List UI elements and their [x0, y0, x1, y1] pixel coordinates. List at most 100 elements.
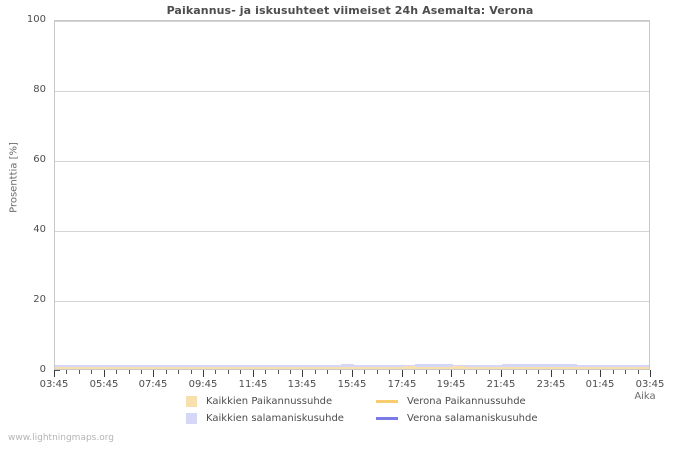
legend-item[interactable]: Verona Paikannussuhde: [376, 394, 526, 408]
x-minor-tick: [278, 370, 279, 374]
line-segment: [639, 369, 650, 370]
area-segment: [278, 364, 292, 369]
legend-item[interactable]: Kaikkien Paikannussuhde: [186, 394, 332, 408]
area-segment: [638, 364, 649, 369]
y-tick-label: 60: [33, 154, 46, 165]
area-segment: [315, 366, 329, 369]
area-segment: [253, 366, 267, 369]
y-tick-label: 40: [33, 224, 46, 235]
area-segment: [551, 364, 565, 369]
x-minor-tick: [116, 370, 117, 374]
area-segment: [166, 364, 180, 369]
x-tick-label: 03:45: [39, 379, 69, 390]
area-segment: [104, 364, 118, 369]
x-minor-tick: [613, 370, 614, 374]
y-major-tick: [54, 370, 60, 371]
area-segment: [539, 366, 553, 369]
legend-swatch-icon: [186, 395, 197, 407]
x-major-tick: [402, 370, 403, 377]
area-segment: [626, 364, 640, 369]
area-segment: [79, 366, 93, 369]
area-segment: [328, 364, 342, 369]
area-segment: [514, 363, 528, 369]
x-tick-label: 15:45: [337, 379, 367, 390]
area-segment: [79, 364, 93, 369]
area-segment: [576, 366, 590, 369]
area-segment: [390, 366, 404, 369]
legend-label: Kaikkien salamaniskusuhde: [206, 412, 344, 424]
x-major-tick: [153, 370, 154, 377]
area-segment: [290, 366, 304, 369]
area-segment: [55, 364, 69, 369]
x-tick-label: 13:45: [287, 379, 317, 390]
x-minor-tick: [240, 370, 241, 374]
area-segment: [526, 366, 540, 369]
x-tick-label: 19:45: [436, 379, 466, 390]
gridline: [55, 231, 649, 232]
legend-label: Verona Paikannussuhde: [407, 395, 526, 407]
x-minor-tick: [576, 370, 577, 374]
chart-title: Paikannus- ja iskusuhteet viimeiset 24h …: [166, 4, 534, 17]
area-segment: [452, 366, 466, 369]
x-minor-tick: [364, 370, 365, 374]
x-minor-tick: [638, 370, 639, 374]
area-segment: [613, 364, 627, 369]
x-minor-tick: [526, 370, 527, 374]
area-segment: [613, 366, 627, 369]
gridline: [55, 21, 649, 22]
x-major-tick: [451, 370, 452, 377]
x-minor-tick: [91, 370, 92, 374]
legend-item[interactable]: Verona salamaniskusuhde: [376, 411, 538, 425]
area-segment: [216, 366, 230, 369]
x-tick-label: 05:45: [89, 379, 119, 390]
x-tick-label: 03:45: [635, 379, 665, 390]
x-minor-tick: [377, 370, 378, 374]
area-segment: [502, 364, 516, 369]
x-minor-tick: [588, 370, 589, 374]
area-segment: [154, 364, 168, 369]
gridline: [55, 301, 649, 302]
area-segment: [191, 364, 205, 369]
x-tick-label: 17:45: [387, 379, 417, 390]
area-segment: [117, 364, 131, 369]
area-segment: [340, 366, 354, 369]
x-axis-title: Aika: [634, 391, 656, 402]
x-tick-label: 23:45: [536, 379, 566, 390]
area-segment: [564, 366, 578, 369]
y-tick-label: 100: [26, 14, 46, 25]
area-segment: [427, 366, 441, 369]
x-minor-tick: [389, 370, 390, 374]
x-minor-tick: [315, 370, 316, 374]
x-minor-tick: [290, 370, 291, 374]
x-minor-tick: [191, 370, 192, 374]
x-tick-label: 01:45: [585, 379, 615, 390]
area-segment: [588, 366, 602, 369]
area-segment: [191, 366, 205, 369]
area-segment: [92, 367, 106, 369]
area-segment: [141, 364, 155, 369]
area-segment: [278, 366, 292, 369]
x-minor-tick: [166, 370, 167, 374]
x-minor-tick: [129, 370, 130, 374]
area-segment: [340, 364, 354, 369]
legend-item[interactable]: Kaikkien salamaniskusuhde: [186, 411, 344, 425]
area-segment: [576, 364, 590, 369]
area-segment: [365, 366, 379, 369]
x-major-tick: [650, 370, 651, 377]
x-minor-tick: [66, 370, 67, 374]
area-segment: [117, 366, 131, 369]
y-tick-label: 80: [33, 84, 46, 95]
x-minor-tick: [228, 370, 229, 374]
x-minor-tick: [464, 370, 465, 374]
chart-legend: Kaikkien Paikannussuhde Kaikkien salamani…: [186, 394, 546, 426]
area-segment: [489, 366, 503, 369]
x-major-tick: [104, 370, 105, 377]
area-segment: [514, 366, 528, 369]
area-segment: [415, 366, 429, 369]
area-segment: [104, 366, 118, 369]
x-minor-tick: [489, 370, 490, 374]
x-minor-tick: [563, 370, 564, 374]
watermark: www.lightningmaps.org: [8, 433, 114, 443]
area-segment: [564, 364, 578, 369]
area-segment: [141, 366, 155, 369]
